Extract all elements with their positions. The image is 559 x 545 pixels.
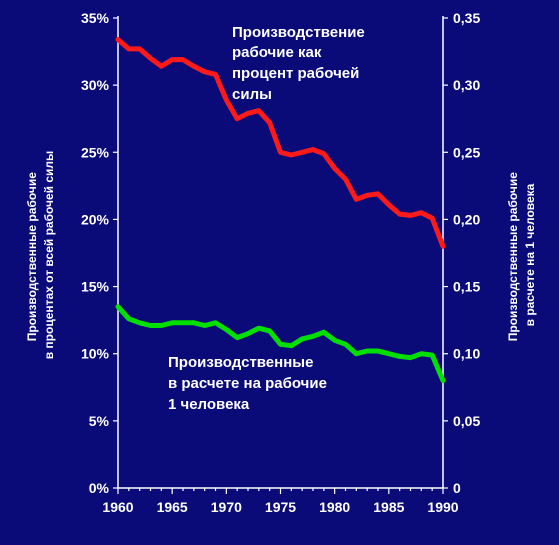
red-series-label-line-4: силы	[232, 86, 272, 103]
red-series-line	[115, 37, 446, 249]
x-tick-label: 1985	[373, 499, 404, 515]
x-tick-label: 1990	[427, 499, 458, 515]
right-axis-title: Производственные рабочие в расчете на 1 …	[506, 169, 537, 341]
left-tick-label: 0%	[89, 480, 110, 496]
series-layer	[115, 37, 446, 384]
green-series-label-line-2: в расчете на рабочие	[168, 375, 327, 392]
left-tick-label: 15%	[81, 279, 110, 295]
right-axis-title-line-2: в расчете на 1 человека	[523, 183, 537, 326]
left-tick-label: 35%	[81, 10, 110, 26]
red-series-label-line-1: Производствение	[232, 24, 365, 41]
left-tick-label: 10%	[81, 346, 110, 362]
red-series-label-line-2: рабочие как	[232, 44, 322, 61]
left-tick-label: 30%	[81, 77, 110, 93]
right-tick-label: 0,35	[453, 10, 480, 26]
plot-frame	[117, 16, 444, 489]
x-tick-label: 1975	[265, 499, 296, 515]
right-tick-label: 0,25	[453, 144, 480, 160]
left-axis-title-line-1: Производственные рабочие	[25, 172, 39, 341]
left-axis-title: Производственные рабочие в процентах от …	[25, 151, 56, 360]
right-tick-label: 0	[453, 480, 461, 496]
right-tick-label: 0,15	[453, 279, 480, 295]
red-series-label: Производствение рабочие как процент рабо…	[232, 24, 369, 103]
green-series-label: Производственные в расчете на рабочие 1 …	[168, 354, 331, 413]
left-axis: 0% 5% 10% 15% 20% 25% 30% 35%	[81, 10, 118, 496]
right-tick-label: 0,30	[453, 77, 480, 93]
green-series-label-line-3: 1 человека	[168, 396, 250, 413]
left-tick-label: 20%	[81, 211, 110, 227]
left-tick-label: 25%	[81, 144, 110, 160]
red-series-label-line-3: процент рабочей	[232, 65, 359, 82]
left-axis-title-line-2: в процентах от всей рабочей силы	[42, 151, 56, 360]
x-tick-label: 1965	[157, 499, 188, 515]
left-tick-label: 5%	[89, 413, 110, 429]
right-tick-label: 0,10	[453, 346, 480, 362]
right-tick-label: 0,20	[453, 211, 480, 227]
green-series-line	[115, 304, 446, 384]
x-axis: 1960 1965 1970 1975 1980 1985 1990	[102, 488, 459, 515]
x-tick-label: 1960	[102, 499, 133, 515]
green-series-label-line-1: Производственные	[168, 354, 313, 371]
right-axis: 0 0,05 0,10 0,15 0,20 0,25 0,30 0,35	[443, 10, 480, 496]
right-tick-label: 0,05	[453, 413, 480, 429]
right-axis-title-line-1: Производственные рабочие	[506, 172, 520, 341]
x-tick-label: 1980	[319, 499, 350, 515]
x-tick-label: 1970	[211, 499, 242, 515]
